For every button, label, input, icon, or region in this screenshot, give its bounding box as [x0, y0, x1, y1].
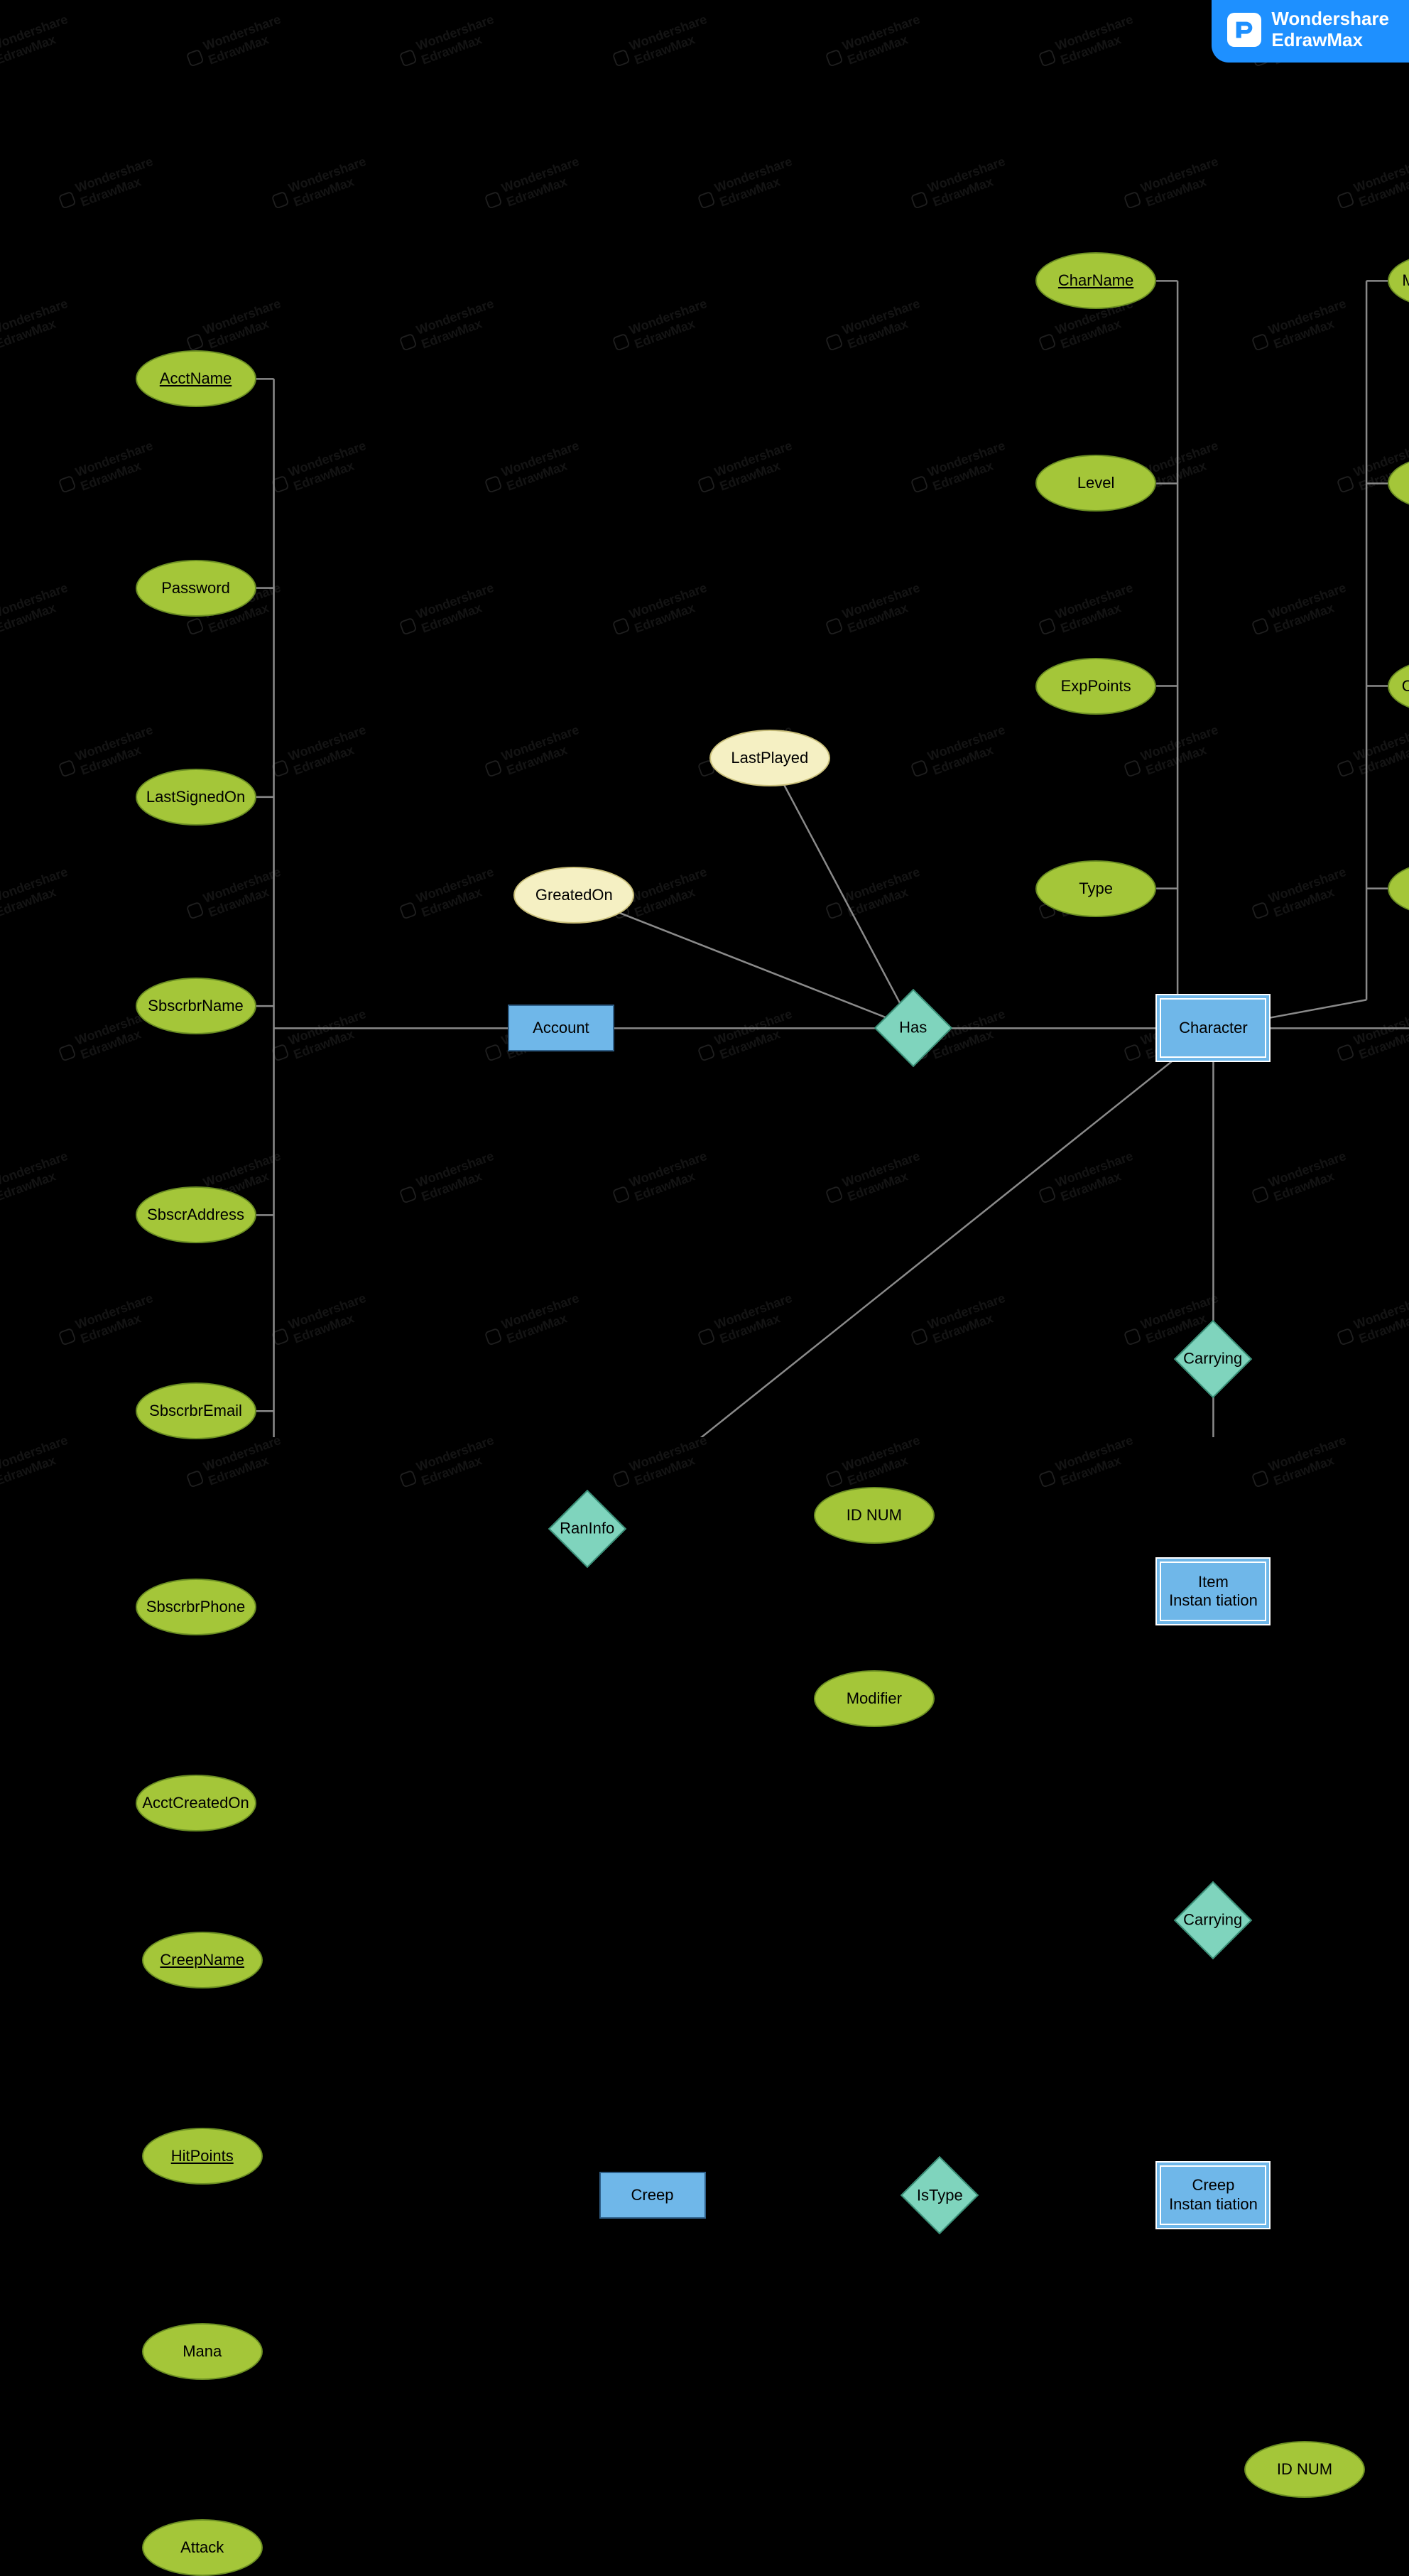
attribute-label: SbscrbrName — [148, 997, 243, 1015]
attribute-label: Modifier — [847, 1689, 902, 1708]
attribute-label: SbscrbrEmail — [149, 1402, 242, 1420]
entity-label: Creep Instan tiation — [1169, 2176, 1258, 2214]
attribute-label: MaxHitPoints — [1402, 271, 1409, 290]
attribute-level: Level — [1035, 455, 1156, 512]
watermark-text: Wondershare EdrawMax — [1271, 9, 1389, 51]
attribute-label: LastSignedOn — [146, 788, 245, 806]
attribute-label: HitPoints — [171, 2147, 234, 2165]
entity-label: Account — [533, 1019, 589, 1037]
attribute-label: ID NUM — [1277, 2460, 1332, 2479]
attribute-label: AcctName — [160, 369, 232, 388]
attribute-label: SbscrAddress — [147, 1206, 244, 1224]
entity-label: Character — [1179, 1019, 1248, 1037]
relationship-carrying2: Carrying — [1174, 1881, 1252, 1959]
attribute-sbscrbrname: SbscrbrName — [136, 978, 256, 1034]
attribute-mana: Mana — [142, 2323, 263, 2380]
entity-character: Character — [1160, 998, 1266, 1058]
relationship-label: Has — [899, 1019, 927, 1037]
edrawmax-icon — [1227, 13, 1261, 47]
entity-account: Account — [508, 1005, 614, 1051]
entity-label: Creep — [631, 2186, 674, 2204]
entity-item_inst: Item Instan tiation — [1160, 1562, 1266, 1621]
attribute-lastplayed: LastPlayed — [709, 730, 830, 786]
relationship-label: Carrying — [1184, 1911, 1243, 1930]
attribute-label: ExpPoints — [1061, 677, 1131, 696]
attribute-label: AcctCreatedOn — [142, 1794, 249, 1812]
attribute-attack: Attack — [142, 2519, 263, 2576]
attribute-charname: CharName — [1035, 252, 1156, 309]
relationship-label: Carrying — [1184, 1350, 1243, 1368]
attribute-idnum2: ID NUM — [1244, 2441, 1365, 2498]
attribute-creepname: CreepName — [142, 1932, 263, 1988]
attribute-sbscrbremail: SbscrbrEmail — [136, 1382, 256, 1439]
attribute-label: GreatedOn — [535, 886, 613, 904]
watermark-sub: EdrawMax — [1271, 30, 1389, 51]
attribute-label: Password — [161, 579, 230, 597]
watermark-badge: Wondershare EdrawMax — [1212, 0, 1409, 63]
attribute-label: Type — [1079, 880, 1113, 898]
attribute-label: SbscrbrPhone — [146, 1598, 245, 1616]
attribute-lastsignedon: LastSignedOn — [136, 769, 256, 826]
attribute-sbscraddress: SbscrAddress — [136, 1186, 256, 1243]
attribute-label: ID NUM — [847, 1506, 902, 1525]
attribute-label: CreepName — [160, 1951, 244, 1969]
attribute-password: Password — [136, 560, 256, 617]
attribute-label: CurrHitPoints — [1402, 677, 1409, 696]
attribute-label: Level — [1077, 474, 1115, 492]
attribute-label: CharName — [1058, 271, 1133, 290]
attribute-label: LastPlayed — [731, 749, 808, 767]
attribute-hitpoints: HitPoints — [142, 2128, 263, 2185]
relationship-raninfo: RanInfo — [548, 1490, 626, 1568]
relationship-label: IsType — [916, 2186, 962, 2204]
attribute-acctcreatedon: AcctCreatedOn — [136, 1775, 256, 1831]
watermark-title: Wondershare — [1271, 9, 1389, 30]
entity-label: Item Instan tiation — [1169, 1573, 1258, 1611]
attribute-modifier: Modifier — [814, 1670, 935, 1727]
attribute-sbscrbrphone: SbscrbrPhone — [136, 1579, 256, 1635]
attribute-acctname: AcctName — [136, 350, 256, 407]
attribute-label: Mana — [183, 2342, 222, 2361]
relationship-istype2: IsType — [901, 2156, 979, 2234]
attribute-exppoints: ExpPoints — [1035, 658, 1156, 715]
entity-creep: Creep — [599, 2172, 706, 2219]
relationship-label: RanInfo — [560, 1520, 614, 1538]
attribute-type: Type — [1035, 860, 1156, 917]
attribute-greatedon: GreatedOn — [513, 867, 634, 924]
attribute-idnum1: ID NUM — [814, 1487, 935, 1544]
attribute-label: Attack — [180, 2538, 224, 2557]
entity-creep_inst: Creep Instan tiation — [1160, 2165, 1266, 2225]
